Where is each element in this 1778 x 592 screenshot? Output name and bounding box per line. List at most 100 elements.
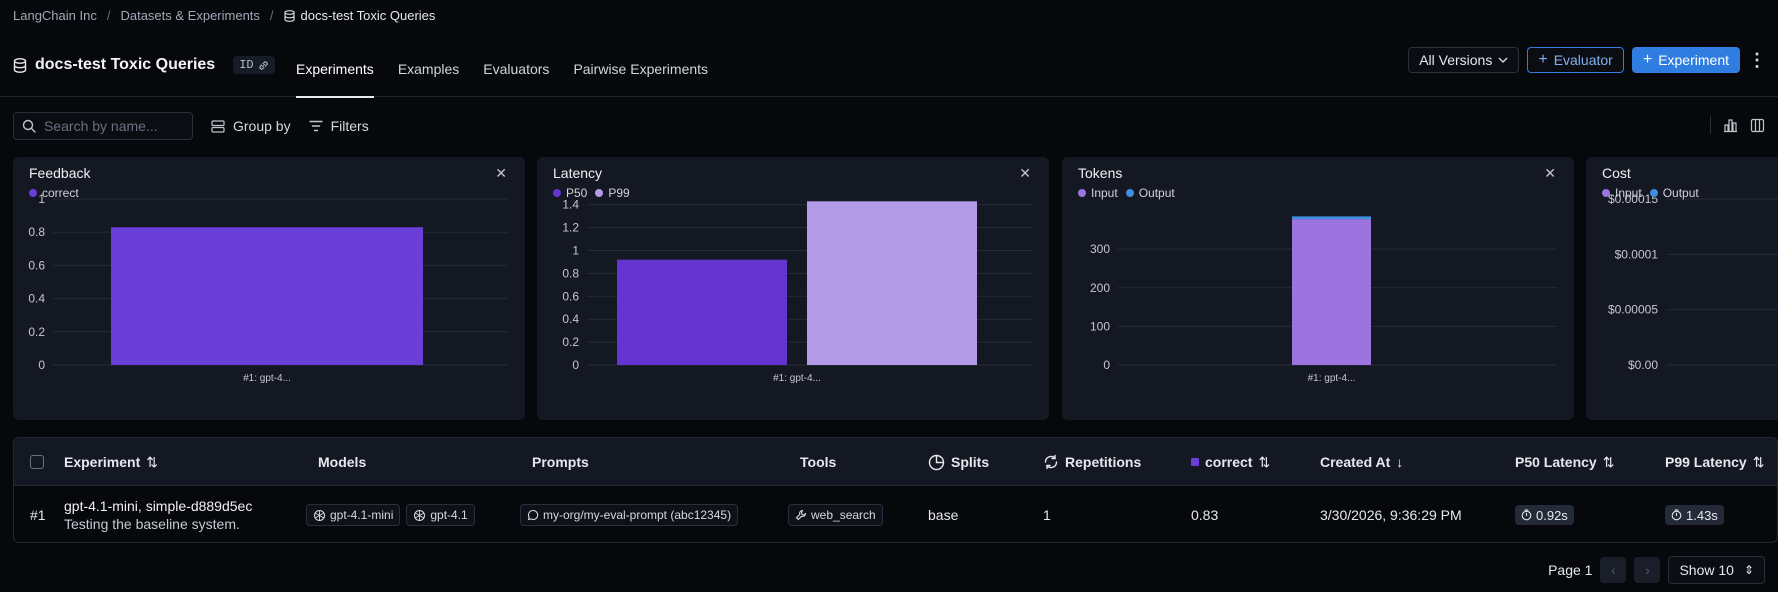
pie-chart-icon bbox=[928, 454, 945, 470]
chevron-down-icon bbox=[1498, 57, 1508, 63]
filters-label: Filters bbox=[330, 118, 369, 134]
experiment-name[interactable]: gpt-4.1-mini, simple-d889d5ec bbox=[64, 498, 253, 514]
prompt-chip-label: my-org/my-eval-prompt (abc12345) bbox=[543, 508, 732, 522]
chevron-up-down-icon: ⇕ bbox=[1743, 563, 1754, 577]
page-size-select[interactable]: Show 10 ⇕ bbox=[1668, 556, 1765, 584]
search-box[interactable] bbox=[13, 112, 193, 140]
p50-latency-cell: 0.92s bbox=[1515, 486, 1574, 542]
experiment-cell[interactable]: gpt-4.1-mini, simple-d889d5ec Testing th… bbox=[64, 486, 253, 542]
bar-output bbox=[1292, 216, 1371, 220]
bar-chart-icon[interactable] bbox=[1723, 118, 1738, 133]
legend-label: P99 bbox=[608, 186, 630, 200]
tab-evaluators[interactable]: Evaluators bbox=[483, 60, 550, 77]
breadcrumb-separator: / bbox=[269, 8, 274, 23]
feedback-chart-card: 1 0.8 0.6 0.4 0.2 0 #1: gpt-4... Feedback ✕ co… bbox=[13, 157, 525, 420]
legend-dot bbox=[1078, 189, 1086, 197]
y-tick-label: $0.00 bbox=[1628, 358, 1658, 372]
more-options-icon[interactable]: ⋮ bbox=[1748, 49, 1766, 70]
chart-legend: Input Output bbox=[1078, 186, 1175, 200]
previous-page-button[interactable]: ‹ bbox=[1600, 557, 1627, 583]
timer-icon bbox=[1521, 509, 1532, 521]
header-actions: All Versions + Evaluator + Experiment ⋮ bbox=[1408, 47, 1766, 73]
chart-legend: correct bbox=[29, 186, 79, 200]
divider bbox=[1710, 116, 1711, 134]
search-input[interactable] bbox=[44, 118, 184, 134]
next-page-button[interactable]: › bbox=[1634, 557, 1661, 583]
breadcrumb: LangChain Inc / Datasets & Experiments /… bbox=[13, 8, 435, 23]
sort-icon[interactable]: ⇅ bbox=[146, 453, 158, 470]
database-icon bbox=[283, 9, 295, 22]
wrench-icon bbox=[795, 509, 807, 521]
legend-dot bbox=[553, 189, 561, 197]
close-icon[interactable]: ✕ bbox=[495, 165, 507, 181]
columns-icon[interactable] bbox=[1750, 118, 1765, 133]
model-chip[interactable]: gpt-4.1 bbox=[406, 504, 475, 526]
sort-icon[interactable]: ⇅ bbox=[1258, 453, 1271, 470]
y-tick-label: 0.6 bbox=[28, 258, 45, 272]
new-experiment-label: Experiment bbox=[1658, 52, 1729, 68]
table-header: Experiment ⇅ Models Prompts Tools Splits… bbox=[14, 438, 1777, 486]
column-header-p99-latency[interactable]: P99 Latency ⇅ bbox=[1665, 438, 1764, 486]
prompts-cell: my-org/my-eval-prompt (abc12345) bbox=[520, 486, 739, 542]
breadcrumb-item-datasets[interactable]: Datasets & Experiments bbox=[120, 8, 260, 23]
legend-label: correct bbox=[42, 186, 79, 200]
latency-value: 0.92s bbox=[1536, 507, 1568, 523]
breadcrumb-item-org[interactable]: LangChain Inc bbox=[13, 8, 97, 23]
x-tick-label: #1: gpt-4... bbox=[1308, 373, 1356, 384]
group-by-button[interactable]: Group by bbox=[211, 118, 291, 134]
column-header-label: correct bbox=[1205, 454, 1253, 470]
sort-icon[interactable]: ⇅ bbox=[1752, 453, 1765, 470]
sort-icon[interactable]: ⇅ bbox=[1602, 453, 1615, 470]
add-evaluator-button[interactable]: + Evaluator bbox=[1527, 47, 1624, 73]
latency-chart-title: Latency bbox=[553, 165, 603, 181]
legend-item-output: Output bbox=[1649, 186, 1699, 200]
column-header-correct[interactable]: correct ⇅ bbox=[1191, 438, 1270, 486]
model-chip-label: gpt-4.1-mini bbox=[330, 508, 394, 522]
breadcrumb-current-label: docs-test Toxic Queries bbox=[300, 8, 436, 23]
models-cell: gpt-4.1-mini gpt-4.1 bbox=[306, 486, 475, 542]
tool-chip[interactable]: web_search bbox=[788, 504, 883, 526]
correct-score-cell[interactable]: 0.83 bbox=[1191, 507, 1219, 523]
chart-legend: P50 P99 bbox=[553, 186, 630, 200]
group-by-label: Group by bbox=[233, 118, 291, 134]
link-icon bbox=[258, 60, 268, 70]
version-select[interactable]: All Versions bbox=[1408, 47, 1520, 73]
tool-chip-label: web_search bbox=[811, 508, 876, 522]
checkbox[interactable] bbox=[30, 455, 44, 469]
table-row[interactable]: #1 gpt-4.1-mini, simple-d889d5ec Testing… bbox=[14, 486, 1777, 542]
column-header-created-at[interactable]: Created At ↓ bbox=[1320, 438, 1403, 486]
new-experiment-button[interactable]: + Experiment bbox=[1631, 47, 1740, 73]
tab-pairwise-experiments[interactable]: Pairwise Experiments bbox=[573, 60, 709, 77]
y-tick-label: 0 bbox=[572, 358, 579, 372]
legend-label: Input bbox=[1615, 186, 1642, 200]
id-copy-button[interactable]: ID bbox=[233, 56, 275, 74]
close-icon[interactable]: ✕ bbox=[1544, 165, 1556, 181]
sort-desc-icon[interactable]: ↓ bbox=[1396, 454, 1404, 470]
filters-button[interactable]: Filters bbox=[308, 118, 369, 134]
latency-chart: 1.4 1.2 1 0.8 0.6 0.4 0.2 0 #1: gpt-4... bbox=[562, 198, 1032, 384]
prompt-chip[interactable]: my-org/my-eval-prompt (abc12345) bbox=[520, 504, 739, 526]
group-icon bbox=[211, 119, 225, 133]
column-header-p50-latency[interactable]: P50 Latency ⇅ bbox=[1515, 438, 1614, 486]
breadcrumb-separator: / bbox=[106, 8, 111, 23]
select-all-checkbox[interactable] bbox=[30, 438, 44, 486]
legend-dot bbox=[29, 189, 37, 197]
bar-p50 bbox=[617, 259, 787, 365]
created-at-cell: 3/30/2026, 9:36:29 PM bbox=[1320, 507, 1462, 523]
close-icon[interactable]: ✕ bbox=[1019, 165, 1031, 181]
splits-cell: base bbox=[928, 507, 959, 523]
dataset-name: docs-test Toxic Queries bbox=[35, 56, 216, 73]
repetitions-cell: 1 bbox=[1043, 507, 1051, 523]
tokens-chart-card: 300 200 100 0 #1: gpt-4... Tokens ✕ Input Ou… bbox=[1062, 157, 1574, 420]
y-tick-label: 1 bbox=[38, 192, 45, 206]
tab-examples[interactable]: Examples bbox=[397, 60, 460, 77]
tab-experiments[interactable]: Experiments bbox=[296, 40, 374, 98]
model-chip[interactable]: gpt-4.1-mini bbox=[306, 504, 401, 526]
column-header-label: P50 Latency bbox=[1515, 454, 1597, 470]
column-header-experiment[interactable]: Experiment ⇅ bbox=[64, 438, 158, 486]
plus-icon: + bbox=[1642, 51, 1653, 68]
breadcrumb-current: docs-test Toxic Queries bbox=[283, 8, 436, 23]
chat-bubble-icon bbox=[527, 509, 539, 521]
chart-cards: 1 0.8 0.6 0.4 0.2 0 #1: gpt-4... Feedback ✕ co… bbox=[13, 157, 1778, 420]
page-size-label: Show 10 bbox=[1679, 562, 1734, 578]
